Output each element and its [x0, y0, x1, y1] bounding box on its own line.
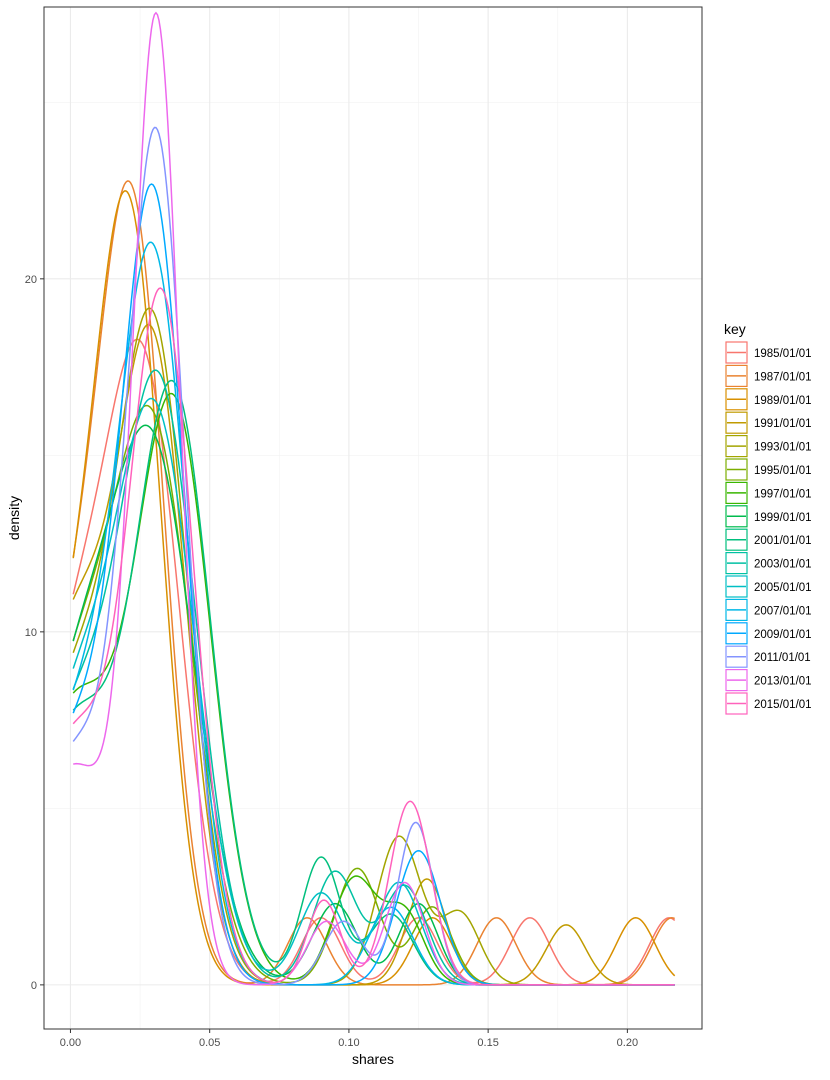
legend-label: 1985/01/01: [754, 348, 812, 360]
axes: 0.00 0.05 0.10 0.15 0.20 0 10 20: [25, 274, 638, 1049]
x-tick-label: 0.10: [338, 1037, 359, 1049]
grid: [44, 7, 702, 1029]
x-tick-label: 0.00: [60, 1037, 81, 1049]
legend-title: key: [724, 321, 746, 337]
x-tick-label: 0.15: [477, 1037, 498, 1049]
legend-label: 1987/01/01: [754, 371, 812, 383]
legend-label: 2009/01/01: [754, 629, 812, 641]
legend-label: 1993/01/01: [754, 442, 812, 454]
legend-label: 1999/01/01: [754, 512, 812, 524]
series-line-1991/01/01: [72, 323, 675, 986]
series-line-2015/01/01: [72, 287, 675, 986]
x-tick-label: 0.20: [617, 1037, 638, 1049]
legend-label: 2015/01/01: [754, 699, 812, 711]
x-axis-title: shares: [352, 1051, 394, 1067]
legend-label: 2001/01/01: [754, 535, 812, 547]
series-lines: [72, 11, 676, 986]
legend-label: 2005/01/01: [754, 582, 812, 594]
legend-label: 2003/01/01: [754, 559, 812, 571]
legend-label: 2011/01/01: [754, 652, 811, 664]
panel-border: [43, 6, 703, 1030]
y-tick-label: 0: [31, 980, 37, 992]
legend-label: 2007/01/01: [754, 605, 812, 617]
y-tick-label: 10: [25, 627, 37, 639]
legend-label: 2013/01/01: [754, 676, 812, 688]
y-axis-title: density: [6, 496, 22, 540]
legend: key 1985/01/01 1987/01/01 1989/01/01 1991/0…: [724, 321, 812, 715]
series-line-1985/01/01: [72, 338, 676, 986]
y-tick-label: 20: [25, 274, 37, 286]
x-tick-label: 0.05: [199, 1037, 220, 1049]
legend-label: 1991/01/01: [754, 418, 812, 430]
legend-label: 1995/01/01: [754, 465, 812, 477]
legend-label: 1997/01/01: [754, 488, 812, 500]
legend-label: 1989/01/01: [754, 395, 812, 407]
